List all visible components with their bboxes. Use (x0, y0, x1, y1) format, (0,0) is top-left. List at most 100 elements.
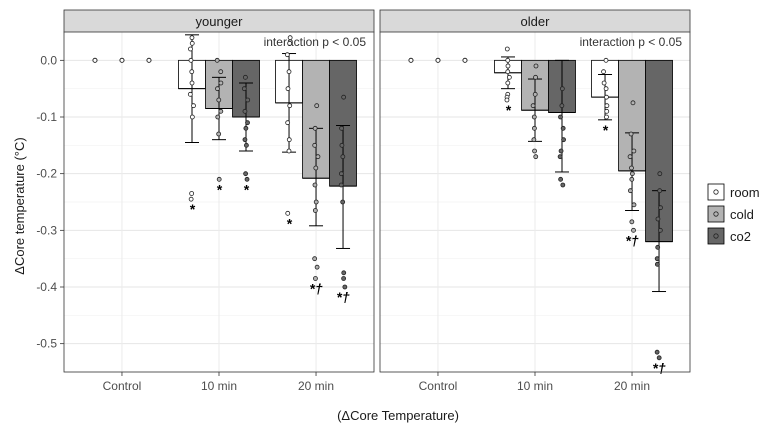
data-point (629, 219, 635, 225)
data-point (287, 35, 293, 41)
data-point (218, 80, 224, 86)
significance-marker: *† (336, 289, 349, 305)
data-point (92, 57, 98, 63)
data-point (657, 227, 663, 233)
data-point (631, 227, 636, 233)
legend-label-co2: co2 (730, 229, 751, 244)
data-point (339, 125, 344, 131)
data-point (532, 125, 537, 131)
data-point (312, 256, 318, 262)
data-point (341, 276, 347, 281)
data-point (245, 120, 250, 126)
data-point (631, 148, 637, 154)
legend-label-room: room (730, 185, 760, 200)
data-point (558, 176, 564, 182)
data-point (558, 114, 563, 120)
data-point (313, 276, 318, 281)
data-point (340, 154, 346, 160)
data-point (189, 35, 195, 41)
data-point (119, 57, 125, 63)
data-point (506, 74, 512, 80)
x-tick-label: 10 min (201, 379, 237, 393)
interaction-annotation: interaction p < 0.05 (580, 35, 683, 49)
legend-label-cold: cold (730, 207, 754, 222)
data-point (560, 182, 566, 188)
data-point (654, 256, 660, 262)
data-point (654, 261, 660, 267)
x-tick-label: 10 min (517, 379, 553, 393)
data-point (284, 52, 290, 58)
data-point (286, 148, 292, 154)
data-point (340, 199, 346, 205)
data-point (189, 80, 195, 86)
x-tick-label: Control (419, 379, 458, 393)
data-point (629, 165, 634, 171)
data-point (216, 97, 222, 103)
data-point (188, 46, 193, 52)
data-point (504, 46, 510, 52)
data-point (505, 69, 511, 75)
data-point (654, 349, 660, 355)
data-point (601, 80, 607, 86)
panel-younger: younger interaction p < 0.05 * * * *† * *† Contr… (63, 9, 375, 393)
data-point (533, 63, 539, 69)
data-point (655, 216, 661, 222)
legend: room cold co2 (707, 183, 760, 245)
data-point (146, 57, 152, 63)
data-point (216, 131, 222, 137)
data-point (435, 57, 441, 63)
data-point (188, 196, 194, 202)
data-point (243, 171, 249, 177)
data-point (657, 171, 663, 177)
data-point (244, 176, 250, 182)
data-point (285, 86, 291, 92)
legend-point-cold (713, 211, 719, 217)
data-point (189, 69, 195, 75)
data-point (313, 165, 319, 171)
data-point (314, 264, 320, 270)
significance-marker: * (243, 181, 249, 197)
data-point (604, 114, 609, 120)
legend-point-co2 (713, 233, 719, 239)
y-axis-title: ΔCore temperature (°C) (12, 137, 27, 274)
data-point (532, 91, 538, 97)
y-tick-label: -0.5 (36, 337, 57, 351)
data-point (629, 176, 635, 182)
data-point (312, 142, 318, 148)
data-point (627, 188, 633, 194)
data-point (408, 57, 414, 63)
significance-marker: * (216, 181, 222, 197)
data-point (531, 137, 537, 143)
data-point (287, 40, 293, 46)
legend-point-room (713, 189, 719, 195)
data-point (505, 57, 511, 63)
interaction-annotation: interaction p < 0.05 (264, 35, 367, 49)
data-point (218, 69, 224, 75)
y-tick-label: -0.1 (36, 110, 57, 124)
significance-marker: * (602, 122, 608, 138)
data-point (338, 171, 344, 177)
panel-strip-label: younger (196, 14, 244, 29)
data-point (604, 94, 609, 100)
panel-strip-label: older (521, 14, 551, 29)
data-point (505, 63, 511, 69)
data-point (559, 103, 565, 109)
data-point (315, 154, 321, 160)
significance-marker: *† (652, 360, 665, 376)
data-point (189, 114, 195, 120)
data-point (630, 100, 636, 106)
y-tick-label: -0.3 (36, 223, 57, 237)
data-point (339, 142, 345, 148)
data-point (188, 57, 194, 63)
data-point (285, 120, 291, 126)
data-point (314, 103, 320, 109)
data-point (312, 125, 318, 131)
panels-layer: younger interaction p < 0.05 * * * *† * *† Contr… (36, 9, 691, 393)
data-point (531, 114, 537, 120)
data-point (312, 208, 318, 213)
data-point (244, 142, 249, 148)
data-point (191, 103, 196, 109)
data-point (241, 86, 247, 92)
x-tick-label: 20 min (298, 379, 334, 393)
